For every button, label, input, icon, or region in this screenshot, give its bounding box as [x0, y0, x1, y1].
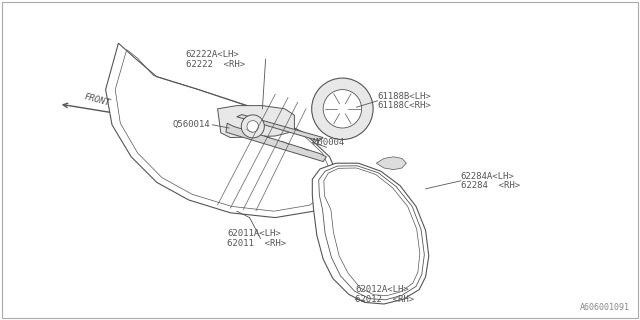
Circle shape	[241, 115, 264, 138]
Text: FRONT: FRONT	[83, 92, 111, 108]
Text: 62284  <RH>: 62284 <RH>	[461, 181, 520, 190]
Text: 62011  <RH>: 62011 <RH>	[227, 239, 286, 248]
Text: 62222  <RH>: 62222 <RH>	[186, 60, 244, 68]
Polygon shape	[312, 163, 429, 304]
Text: 62284A<LH>: 62284A<LH>	[461, 172, 515, 180]
Text: 62012  <RH>: 62012 <RH>	[355, 295, 414, 304]
Text: 62011A<LH>: 62011A<LH>	[227, 229, 281, 238]
Polygon shape	[218, 106, 294, 138]
Circle shape	[247, 121, 259, 132]
Polygon shape	[226, 123, 326, 162]
Polygon shape	[106, 43, 339, 218]
Text: 61188B<LH>: 61188B<LH>	[378, 92, 431, 100]
Circle shape	[323, 90, 362, 128]
Text: M00004: M00004	[312, 138, 344, 147]
Polygon shape	[376, 157, 406, 170]
Text: Q560014: Q560014	[173, 120, 211, 129]
Circle shape	[312, 78, 373, 140]
Text: A606001091: A606001091	[580, 303, 630, 312]
Text: 61188C<RH>: 61188C<RH>	[378, 101, 431, 110]
Polygon shape	[319, 166, 424, 300]
Polygon shape	[237, 115, 323, 141]
Text: 62012A<LH>: 62012A<LH>	[355, 285, 409, 294]
Text: 62222A<LH>: 62222A<LH>	[186, 50, 239, 59]
